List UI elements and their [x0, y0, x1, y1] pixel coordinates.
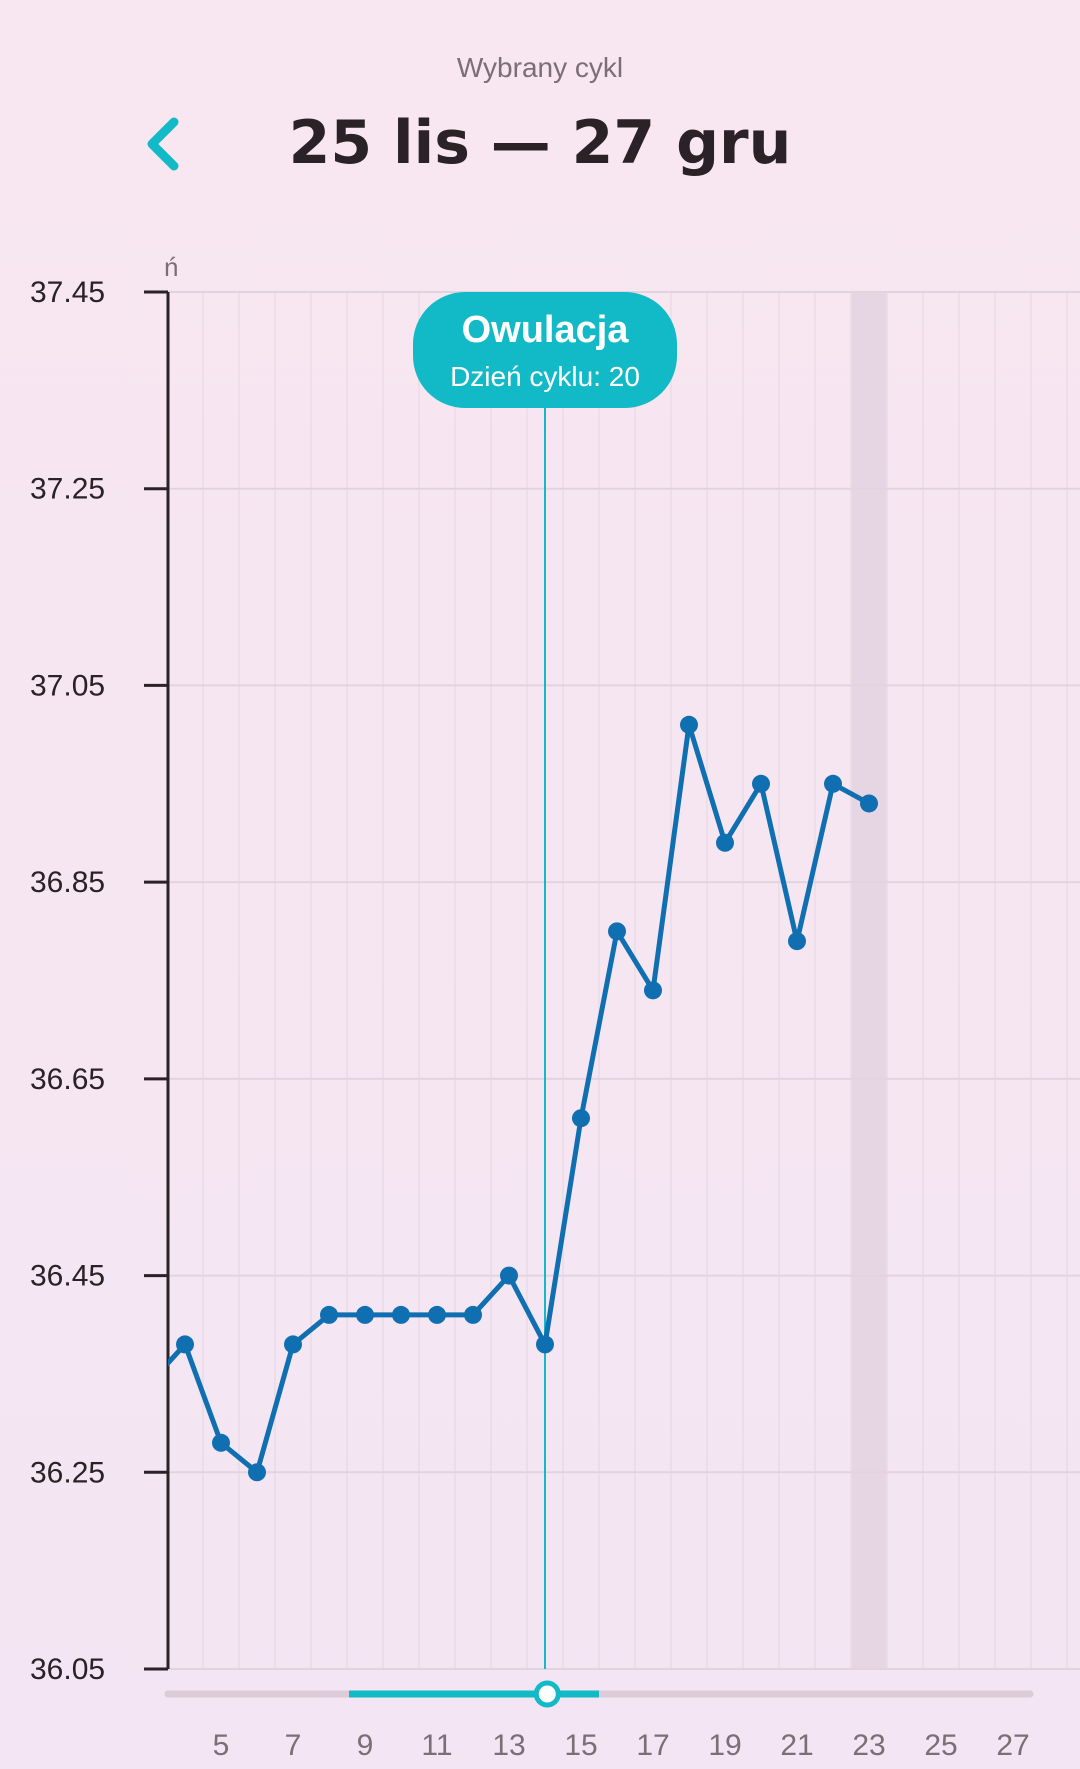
y-tick-label: 36.85 — [30, 866, 105, 899]
x-tick-label: 25 — [924, 1729, 957, 1762]
temperature-point[interactable] — [464, 1305, 482, 1324]
temperature-point[interactable] — [284, 1335, 302, 1354]
temperature-point[interactable] — [356, 1305, 374, 1324]
temperature-point[interactable] — [680, 715, 698, 734]
x-tick-label: 17 — [636, 1729, 669, 1762]
temperature-point[interactable] — [500, 1266, 518, 1285]
temperature-point[interactable] — [212, 1433, 230, 1452]
scroll-thumb[interactable] — [533, 1680, 561, 1708]
temperature-series-line — [168, 722, 871, 1475]
y-tick-label: 37.45 — [30, 276, 105, 309]
x-tick-label: 23 — [852, 1729, 885, 1762]
temperature-point[interactable] — [392, 1305, 410, 1324]
x-tick-label: 19 — [708, 1729, 741, 1762]
back-button[interactable] — [138, 112, 194, 176]
chevron-left-icon — [147, 117, 179, 171]
cycle-subtitle: Wybrany cykl — [456, 52, 624, 83]
y-tick-label: 36.05 — [30, 1653, 105, 1686]
y-tick-label: 36.65 — [30, 1063, 105, 1096]
x-tick-label: 7 — [285, 1729, 302, 1762]
x-tick-label: 11 — [421, 1729, 452, 1762]
x-tick-label: 21 — [780, 1729, 813, 1762]
highlight-day-column — [851, 292, 887, 1669]
x-tick-label: 13 — [492, 1729, 525, 1762]
ovulation-label: Owulacja — [462, 309, 630, 351]
temperature-point[interactable] — [176, 1335, 194, 1354]
x-tick-label: 9 — [357, 1729, 374, 1762]
temperature-point[interactable] — [248, 1463, 266, 1482]
ovulation-badge[interactable] — [413, 292, 677, 408]
temperature-point[interactable] — [644, 981, 662, 1000]
temperature-point[interactable] — [788, 932, 806, 951]
y-tick-label: 36.25 — [30, 1456, 105, 1489]
y-tick-label: 37.05 — [30, 669, 105, 702]
y-tick-label: 36.45 — [30, 1260, 105, 1293]
ovulation-day-label: Dzień cyklu: 20 — [450, 361, 640, 392]
x-tick-label: 27 — [996, 1729, 1029, 1762]
temperature-point[interactable] — [860, 794, 878, 813]
temperature-point[interactable] — [536, 1335, 554, 1354]
temperature-point[interactable] — [320, 1305, 338, 1324]
temperature-point[interactable] — [716, 833, 734, 852]
temperature-point[interactable] — [572, 1109, 590, 1128]
x-tick-label: 5 — [213, 1729, 230, 1762]
cycle-date-range: 25 lis — 27 gru — [288, 108, 792, 178]
temperature-point[interactable] — [428, 1305, 446, 1324]
temperature-point[interactable] — [608, 922, 626, 941]
x-tick-label: 15 — [564, 1729, 597, 1762]
temperature-point[interactable] — [752, 774, 770, 793]
y-axis-unit-label: ń — [164, 252, 179, 282]
temperature-point[interactable] — [824, 774, 842, 793]
y-tick-label: 37.25 — [30, 473, 105, 506]
